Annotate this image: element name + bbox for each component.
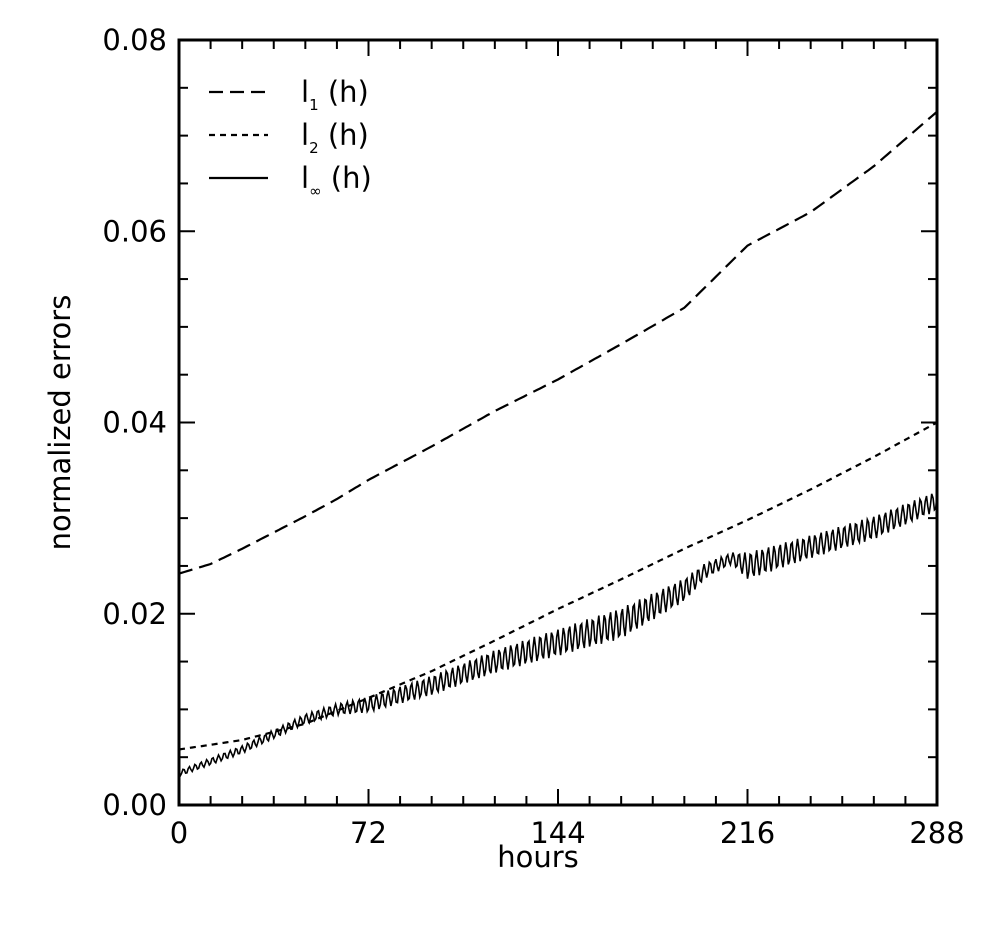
x-tick-label: 288: [909, 816, 964, 850]
x-tick-label: 216: [720, 816, 775, 850]
legend-label-2: l2 (h): [301, 118, 369, 157]
y-axis-label: normalized errors: [43, 295, 77, 551]
series-layer: [178, 110, 938, 778]
series-line-3: [178, 493, 938, 778]
legend-label-1: l1 (h): [301, 75, 369, 114]
y-tick-label: 0.04: [102, 406, 167, 440]
y-tick-label: 0.02: [102, 597, 167, 631]
legend-label-3: l∞ (h): [301, 161, 372, 200]
series-line-2: [178, 421, 938, 751]
legend: l1 (h) l2 (h) l∞ (h): [209, 75, 372, 200]
y-tick-label: 0.00: [102, 788, 167, 822]
x-tick-label: 72: [350, 816, 387, 850]
plot-frame: [177, 38, 939, 807]
y-tick-label: 0.08: [102, 23, 167, 57]
x-tick-label: 144: [530, 816, 585, 850]
x-tick-label: 0: [170, 816, 188, 850]
axes-layer: 0 72 144 216 288 0.00 0.02 0.04 0.06 0.08: [102, 23, 964, 850]
series-line-1: [178, 110, 938, 575]
x-axis-label: hours: [497, 840, 579, 874]
y-tick-label: 0.06: [102, 214, 167, 248]
